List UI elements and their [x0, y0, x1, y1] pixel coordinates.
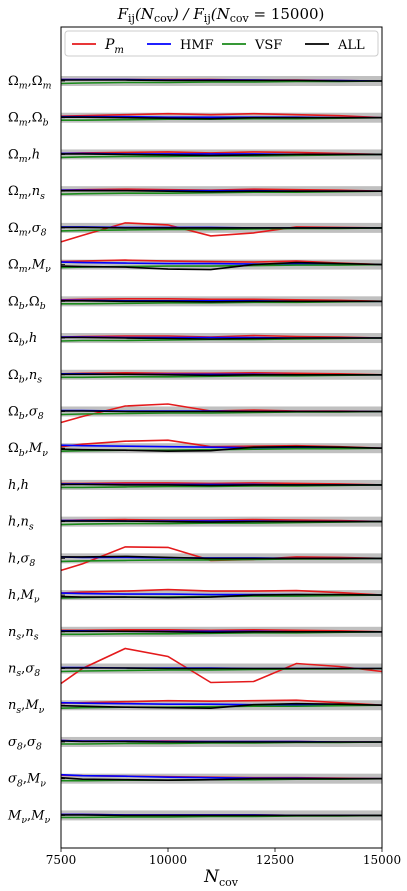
row-label: Ωm​,Mν​ — [8, 258, 51, 276]
row-label: h,Mν​ — [8, 588, 40, 606]
tolerance-band — [61, 443, 382, 454]
tolerance-band — [61, 700, 382, 711]
series-line-pm — [60, 259, 383, 266]
row-6: Ωb​,Ωb​ — [8, 294, 383, 312]
series-line-pm — [60, 371, 383, 376]
row-label: ns​,ns​ — [8, 625, 39, 643]
series-line-all — [61, 299, 382, 303]
series-line-all — [61, 410, 382, 413]
row-13: h,σ8​ — [8, 546, 383, 572]
row-label: h,ns​ — [8, 515, 34, 533]
tolerance-band — [61, 259, 382, 270]
series-line-all — [61, 630, 382, 634]
row-19: σ8​,Mν​ — [8, 772, 383, 790]
row-5: Ωm​,Mν​ — [8, 258, 383, 276]
row-9: Ωb​,σ8​ — [8, 403, 383, 424]
row-label: Ωb​,Mν​ — [8, 441, 48, 459]
row-label: Ωb​,ns​ — [8, 368, 42, 386]
row-18: σ8​,σ8​ — [8, 735, 383, 753]
legend-label: ALL — [337, 38, 365, 53]
row-label: ns​,Mν​ — [8, 698, 45, 716]
row-label: Mν​,Mν​ — [7, 808, 50, 826]
series-line-all — [61, 814, 382, 817]
series-line-all — [61, 336, 382, 340]
legend-label: VSF — [254, 38, 282, 53]
series-line-all — [61, 116, 382, 120]
row-10: Ωb​,Mν​ — [8, 439, 383, 459]
row-11: h,h — [8, 478, 383, 493]
row-label: Ωm​,σ8​ — [8, 221, 47, 239]
row-0: Ωm​,Ωm​ — [8, 74, 383, 92]
series-line-pm — [60, 647, 383, 685]
legend-entry-vsf: VSF — [222, 38, 282, 53]
series-line-pm — [60, 112, 383, 119]
series-line-vsf — [60, 704, 383, 709]
series-line-pm — [60, 699, 383, 706]
series-line-all — [60, 593, 383, 599]
series-line-all — [61, 520, 382, 523]
row-8: Ωb​,ns​ — [8, 368, 383, 386]
rows-layer: Ωm​,Ωm​ Ωm​,Ωb​ Ωm​,h Ωm​,ns​ Ωm​,σ8​ Ωm​,Mν​… — [7, 74, 383, 826]
row-16: ns​,σ8​ — [8, 647, 383, 685]
row-label: Ωb​,Ωb​ — [8, 294, 46, 312]
series-line-all — [61, 189, 382, 193]
series-line-all — [61, 667, 382, 670]
axes-frame — [60, 26, 383, 849]
row-label: Ωb​,σ8​ — [8, 404, 44, 422]
row-15: ns​,ns​ — [8, 625, 383, 643]
x-axis: 7500 10000 12500 15000 — [46, 848, 401, 867]
row-label: Ωm​,ns​ — [8, 184, 45, 202]
series-line-all — [60, 261, 383, 271]
x-tick-label: 12500 — [256, 853, 294, 867]
row-label: σ8​,σ8​ — [8, 735, 42, 753]
series-line-all — [61, 373, 382, 377]
row-17: ns​,Mν​ — [8, 698, 383, 716]
series-line-all — [61, 79, 382, 82]
legend-entry-hmf: HMF — [147, 38, 214, 53]
legend-entry-all: ALL — [305, 38, 365, 53]
legend: Pm​ HMF VSF ALL — [64, 30, 379, 57]
x-tick-label: 15000 — [363, 853, 401, 867]
row-1: Ωm​,Ωb​ — [8, 111, 383, 129]
series-line-all — [60, 776, 382, 782]
row-label: σ8​,Mν​ — [8, 772, 46, 790]
series-line-pm — [61, 482, 383, 486]
series-line-pm — [60, 588, 383, 596]
series-line-pm — [60, 151, 383, 156]
legend-label: Pm​ — [104, 37, 124, 56]
series-line-all — [60, 445, 383, 453]
series-line-all — [61, 153, 382, 157]
row-label: Ωb​,h — [8, 331, 37, 349]
row-7: Ωb​,h — [8, 331, 383, 349]
row-label: Ωm​,h — [8, 147, 40, 165]
row-label: ns​,σ8​ — [8, 662, 40, 680]
row-3: Ωm​,ns​ — [8, 184, 383, 202]
series-line-pm — [60, 518, 383, 523]
row-4: Ωm​,σ8​ — [8, 221, 383, 243]
series-line-all — [60, 740, 382, 743]
series-line-all — [61, 555, 382, 560]
legend-label: HMF — [180, 38, 214, 53]
row-2: Ωm​,h — [8, 147, 383, 165]
row-label: h,h — [8, 478, 29, 493]
x-tick-label: 10000 — [149, 853, 187, 867]
row-label: Ωm​,Ωb​ — [8, 111, 49, 129]
legend-box — [64, 30, 379, 57]
legend-entry-pm: Pm​ — [72, 37, 124, 56]
row-12: h,ns​ — [8, 515, 383, 533]
x-axis-label: Ncov — [203, 867, 239, 889]
row-14: h,Mν​ — [8, 588, 383, 606]
series-line-all — [61, 483, 382, 487]
series-line-pm — [61, 628, 383, 633]
series-line-all — [61, 226, 382, 229]
series-line-all — [60, 702, 383, 710]
x-tick-label: 7500 — [46, 853, 77, 867]
row-label: Ωm​,Ωm​ — [8, 74, 52, 92]
row-label: h,σ8​ — [8, 551, 35, 569]
series-line-pm — [60, 297, 383, 303]
chart-title: Fij(Ncov) / Fij(Ncov = 15000) — [117, 5, 325, 25]
series-line-hmf — [60, 701, 382, 707]
row-20: Mν​,Mν​ — [7, 808, 383, 826]
